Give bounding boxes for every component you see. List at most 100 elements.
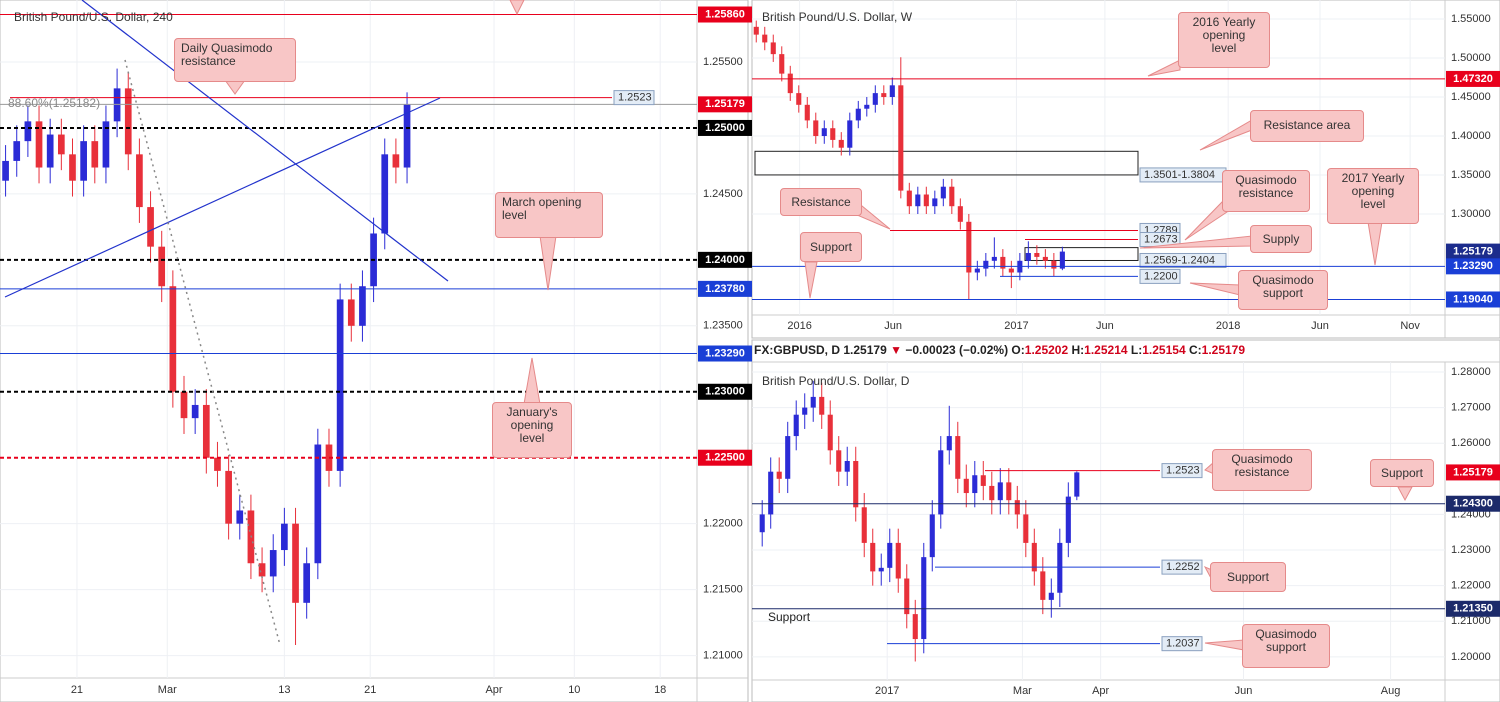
callout: Quasimodo support	[1242, 624, 1330, 668]
level-tag	[1161, 559, 1203, 575]
candle-body	[225, 470, 232, 524]
x-tick-label: 21	[364, 684, 376, 696]
candle-body	[269, 550, 277, 577]
callout-text: opening	[1202, 28, 1246, 42]
callout-text: Support	[809, 240, 853, 254]
candle-body	[180, 391, 188, 419]
candle-body	[898, 85, 904, 191]
price-tag	[698, 251, 752, 268]
panel-frame	[0, 0, 749, 702]
level-tag-text: 1.2523	[1166, 465, 1200, 477]
x-tick-label: Jun	[1235, 685, 1253, 697]
x-tick-label: Jun	[1311, 320, 1329, 332]
candle-body	[392, 154, 400, 168]
candle-body	[997, 482, 1003, 501]
price-tag-text: 1.23290	[1453, 260, 1493, 272]
callout-text: Support	[1380, 466, 1424, 480]
candle-body	[1008, 268, 1014, 273]
level-tag	[1139, 268, 1181, 284]
price-tag-text: 1.24000	[705, 254, 745, 266]
level-tag	[1161, 463, 1203, 479]
ohlc-value: 1.25179	[1201, 343, 1246, 357]
callout: Supply	[1250, 225, 1312, 253]
y-tick-label: 1.50000	[1451, 52, 1491, 64]
callout-text: Resistance area	[1263, 118, 1351, 132]
candle-body	[314, 444, 322, 564]
candle-body	[821, 128, 827, 137]
callout-text: resistance	[1234, 465, 1290, 479]
candle-body	[938, 450, 944, 515]
candle-body	[102, 121, 110, 168]
candle-body	[281, 523, 288, 551]
candle-body	[113, 88, 121, 122]
callout: Resistance area	[1250, 110, 1364, 142]
candle-body	[810, 396, 816, 408]
candle-body	[759, 514, 765, 533]
y-tick-label: 1.30000	[1451, 208, 1491, 220]
candle-body	[1025, 252, 1031, 261]
candle-body	[1048, 592, 1054, 600]
candle-body	[972, 475, 978, 494]
x-tick-label: Jun	[1096, 320, 1114, 332]
callout-text: Quasimodo	[1255, 627, 1317, 641]
candle-body	[13, 141, 21, 161]
price-tag	[698, 119, 752, 136]
callout-text: Quasimodo	[1235, 173, 1297, 187]
candle-body	[1000, 256, 1006, 269]
chart-title: British Pound/U.S. Dollar, 240	[14, 10, 173, 24]
candle-body	[861, 507, 867, 543]
candle-body	[1057, 542, 1063, 593]
y-tick-label: 1.45000	[1451, 91, 1491, 103]
callout: Daily Quasimodo resistance	[174, 38, 296, 82]
fib-label: 88.60%(1.25182)	[8, 96, 100, 110]
price-tag	[698, 6, 752, 23]
candle-body	[813, 120, 819, 137]
x-tick-label: Apr	[1092, 685, 1109, 697]
candle-body	[776, 471, 782, 479]
callout-text: Resistance	[791, 195, 851, 209]
x-tick-label: 18	[654, 684, 666, 696]
price-tag	[698, 449, 752, 466]
callout: January's opening level	[492, 402, 572, 458]
candle-body	[80, 141, 87, 181]
price-tag-text: 1.24300	[1453, 498, 1493, 510]
candle-body	[779, 54, 785, 74]
y-tick-label: 1.20000	[1451, 651, 1491, 663]
candle-body	[325, 444, 333, 471]
candle-body	[787, 73, 793, 94]
panel-frame	[751, 339, 1500, 702]
candle-body	[929, 514, 935, 558]
candle-body	[940, 186, 946, 199]
price-tag	[698, 96, 752, 113]
candle-body	[762, 34, 768, 43]
candle-body	[827, 414, 833, 451]
x-tick-label: 2018	[1216, 320, 1240, 332]
callout-text: 2017 Yearly	[1341, 171, 1405, 185]
chart-title: British Pound/U.S. Dollar, W	[762, 10, 913, 24]
level-tag	[613, 90, 655, 106]
candle-body	[904, 578, 910, 615]
x-tick-label: Apr	[485, 684, 502, 696]
candle-body	[838, 139, 844, 148]
candle-body	[2, 160, 9, 181]
callout: 2016 Yearly opening level	[1178, 12, 1270, 68]
level-tag-text: 1.2037	[1166, 638, 1200, 650]
x-tick-label: 10	[568, 684, 580, 696]
y-tick-label: 1.23000	[1451, 544, 1491, 556]
x-tick-label: 2017	[875, 685, 899, 697]
price-tag	[698, 345, 752, 362]
zone	[1024, 247, 1139, 261]
candle-body	[35, 121, 43, 168]
callout-text: Support	[1226, 570, 1270, 584]
candle-body	[147, 207, 154, 247]
candle-body	[991, 256, 997, 261]
level-tag-text: 1.2673	[1144, 233, 1178, 245]
chart-daily: 1.280001.270001.260001.240001.230001.220…	[752, 362, 1500, 697]
callout: Support	[1210, 562, 1286, 592]
candle-body	[191, 404, 199, 419]
ohlc-label: L:	[1130, 343, 1143, 357]
x-tick-label: Nov	[1400, 320, 1420, 332]
candle-body	[336, 299, 344, 471]
x-tick-label: 2017	[1004, 320, 1028, 332]
callout-text: support	[1262, 286, 1304, 300]
